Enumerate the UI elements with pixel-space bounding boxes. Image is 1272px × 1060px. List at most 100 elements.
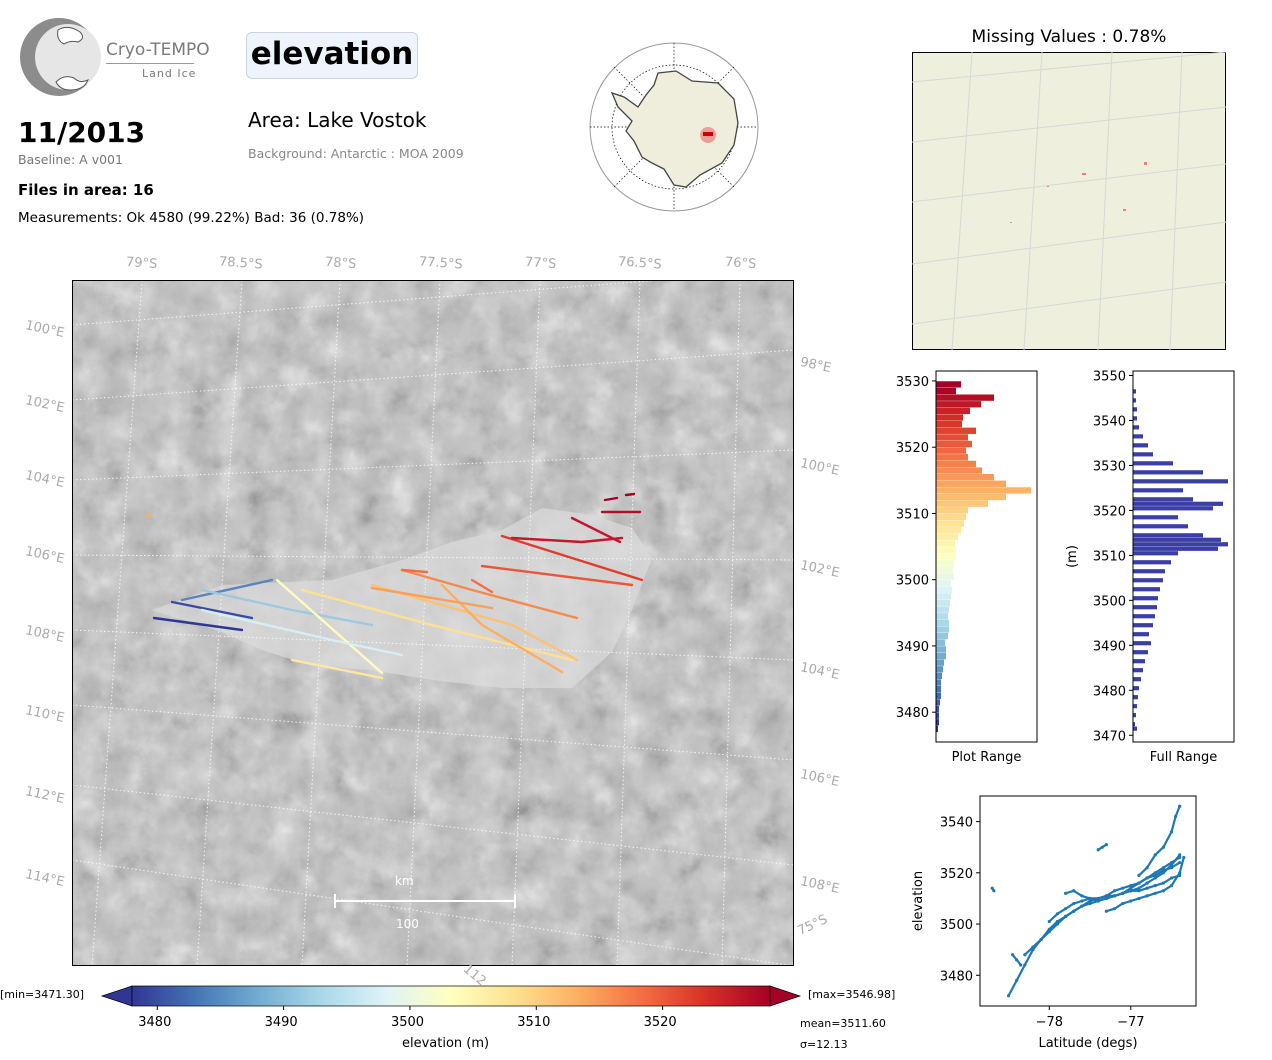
histogram-bar xyxy=(936,480,1006,487)
histogram-bar xyxy=(1133,605,1157,610)
histogram-tick-label: 3490 xyxy=(1093,639,1126,654)
baseline-text: Baseline: A v001 xyxy=(18,152,123,167)
histogram-ylabel: (m) xyxy=(1065,545,1080,568)
lon-label-left: 100°E xyxy=(23,318,66,341)
cryotempo-logo xyxy=(18,16,198,100)
histogram-bar xyxy=(936,573,954,580)
histogram-bar xyxy=(1133,537,1221,542)
scatter-point xyxy=(1137,886,1141,890)
histogram-bar xyxy=(936,467,982,474)
histogram-tick-label: 3530 xyxy=(1093,459,1126,474)
histogram-bar xyxy=(1133,614,1155,619)
scatter-point xyxy=(992,889,996,893)
scatter-xtick-label: −78 xyxy=(1036,1015,1063,1030)
scatter-ytick-label: 3520 xyxy=(940,867,973,882)
histogram-bar xyxy=(1133,704,1137,709)
scatter-point xyxy=(1096,848,1100,852)
colorbar-mean: mean=3511.60 xyxy=(800,1017,886,1030)
scatter-point xyxy=(1063,914,1068,918)
histogram-tick-label: 3470 xyxy=(1093,729,1126,744)
scatter-point xyxy=(1178,855,1182,860)
colorbar-max-label: [max=3546.98] xyxy=(808,988,896,1001)
scatter-point xyxy=(1137,896,1141,901)
scatter-point xyxy=(1129,886,1133,890)
histogram-bar xyxy=(936,599,950,607)
scatter-point xyxy=(1145,894,1149,898)
histogram-bar xyxy=(936,387,956,395)
histogram-bar xyxy=(936,705,939,713)
histogram-bar xyxy=(936,593,951,600)
histogram-bar xyxy=(936,381,961,388)
histogram-bar xyxy=(936,579,951,587)
lon-label-left: 102°E xyxy=(23,393,66,416)
histogram-bar xyxy=(1133,695,1138,700)
histogram-bar xyxy=(936,546,956,554)
measurements-text: Measurements: Ok 4580 (99.22%) Bad: 36 (… xyxy=(18,210,365,226)
scatter-point xyxy=(1063,907,1068,911)
histogram-tick-label: 3500 xyxy=(896,574,929,589)
histogram-tick-label: 3480 xyxy=(896,706,929,721)
histogram-bar xyxy=(1133,587,1160,592)
histogram-bar xyxy=(936,692,941,699)
scatter-point xyxy=(1015,958,1019,962)
histogram-bar xyxy=(936,725,938,733)
histogram-bar xyxy=(1133,596,1158,601)
histogram-bar xyxy=(936,632,948,640)
scatter-frame xyxy=(979,795,1197,1007)
scatter-point xyxy=(1047,919,1051,924)
histogram-bar xyxy=(936,712,939,719)
histogram-bar xyxy=(936,672,942,680)
colorbar-extend-min xyxy=(100,985,133,1007)
scatter-point xyxy=(1137,881,1141,885)
histogram-bar xyxy=(1133,650,1148,655)
main-map-frame xyxy=(71,269,795,967)
lon-label-left: 104°E xyxy=(23,468,66,491)
scatter-point xyxy=(1104,896,1108,901)
scatter-point xyxy=(1153,873,1157,877)
histogram-tick-label: 3490 xyxy=(896,640,929,655)
histogram-frame xyxy=(1132,370,1235,743)
scatter-point xyxy=(1096,896,1100,901)
scatter-ytick-label: 3480 xyxy=(940,969,973,984)
histogram-bar xyxy=(936,520,964,527)
histogram-bar xyxy=(936,679,941,686)
histogram-bar xyxy=(1133,398,1136,403)
logo-divider xyxy=(106,63,194,64)
histogram-bar xyxy=(936,420,962,428)
histogram-bar xyxy=(936,566,953,574)
histogram-bar xyxy=(936,473,994,481)
scatter-point xyxy=(1153,891,1157,895)
period-title: 11/2013 xyxy=(18,116,146,149)
lon-label-left: 108°E xyxy=(23,623,66,646)
histogram-bar xyxy=(936,434,968,441)
histogram-tick-label: 3510 xyxy=(1093,549,1126,564)
lon-label-right: 98°E xyxy=(798,354,833,377)
scatter-point xyxy=(1161,868,1165,872)
scatter-point xyxy=(1104,894,1108,898)
histogram-bar xyxy=(936,427,976,434)
scatter-point xyxy=(1019,963,1023,967)
histogram-bar xyxy=(1133,452,1153,457)
colorbar xyxy=(100,984,802,1010)
histogram-bar xyxy=(936,540,955,547)
scatter-point xyxy=(1145,886,1149,890)
lat-corner-label: 75°S xyxy=(795,912,831,939)
scatter-point xyxy=(1169,866,1174,870)
histogram-bar xyxy=(1133,632,1149,637)
histogram-bar xyxy=(936,626,949,633)
scatter-point xyxy=(1161,866,1165,870)
colorbar-tick-label: 3500 xyxy=(390,1015,425,1030)
histogram-bar xyxy=(1133,686,1139,691)
histogram-bar xyxy=(1133,551,1178,556)
histogram-bar xyxy=(936,526,961,534)
plot-range-histogram: 3480 3490 3500 3510 3520 3530 Plot Range xyxy=(870,362,1050,772)
variable-box xyxy=(246,32,418,79)
lat-label: 79°S xyxy=(125,254,158,273)
lon-label-right: 108°E xyxy=(798,874,841,897)
scatter-point xyxy=(1153,884,1157,888)
histogram-bar xyxy=(1133,443,1148,448)
histogram-bar xyxy=(1133,479,1228,484)
histogram-bar xyxy=(936,719,939,726)
scatter-point xyxy=(1169,884,1174,888)
lat-label: 78.5°S xyxy=(218,254,264,273)
